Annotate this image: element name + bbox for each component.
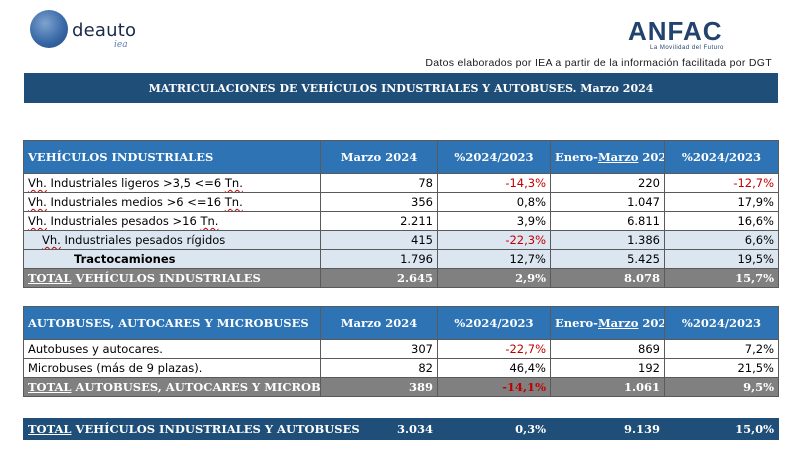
ytd-value: 6.811 [550,211,665,231]
pct-month-value: 3,9% [437,211,551,231]
total-row: TOTAL AUTOBUSES, AUTOCARES Y MICROBUSES … [23,377,779,397]
grand-total-month-value: 3.034 [320,418,438,440]
pct-month-header: %2024/2023 [437,306,551,340]
pct-month-header: %2024/2023 [437,140,551,174]
total-pct-ytd-value: 15,7% [664,268,779,288]
ytd-header: Enero-Marzo 2024 [550,306,665,340]
grand-total-table: TOTAL VEHÍCULOS INDUSTRIALES Y AUTOBUSES… [23,418,779,440]
section-header: VEHÍCULOS INDUSTRIALES [23,140,321,174]
buses-table: AUTOBUSES, AUTOCARES Y MICROBUSES Marzo … [23,306,779,397]
total-pct-month-value: 2,9% [437,268,551,288]
ytd-value: 869 [550,339,665,359]
grand-total-pct-ytd-value: 15,0% [664,418,779,440]
month-value: 415 [320,230,438,250]
table-row: Vh. Industriales ligeros >3,5 <=6 Tn. 78… [23,173,779,193]
ytd-value: 220 [550,173,665,193]
pct-ytd-value: 6,6% [664,230,779,250]
total-label: TOTAL VEHÍCULOS INDUSTRIALES [23,268,321,288]
row-label: Microbuses (más de 9 plazas). [23,358,321,378]
anfac-logo: ANFAC La Movilidad del Futuro [628,14,758,54]
month-value: 2.211 [320,211,438,231]
pct-ytd-value: -12,7% [664,173,779,193]
table-header-row: AUTOBUSES, AUTOCARES Y MICROBUSES Marzo … [23,306,779,340]
grand-total-pct-month-value: 0,3% [437,418,551,440]
month-value: 78 [320,173,438,193]
pct-ytd-value: 19,5% [664,249,779,269]
pct-month-value: -14,3% [437,173,551,193]
month-header: Marzo 2024 [320,140,438,174]
pct-ytd-header: %2024/2023 [664,306,779,340]
total-ytd-value: 8.078 [550,268,665,288]
source-note: Datos elaborados por IEA a partir de la … [425,57,772,69]
ideauto-logo-word: deauto [72,20,137,41]
report-title-banner: MATRICULACIONES DE VEHÍCULOS INDUSTRIALE… [24,73,778,103]
total-row: TOTAL VEHÍCULOS INDUSTRIALES 2.645 2,9% … [23,268,779,288]
total-month-value: 2.645 [320,268,438,288]
row-label: Autobuses y autocares. [23,339,321,359]
pct-ytd-header: %2024/2023 [664,140,779,174]
table-row: Vh. Industriales pesados >16 Tn. 2.211 3… [23,211,779,231]
table-row: Autobuses y autocares. 307 -22,7% 869 7,… [23,339,779,359]
report-title: MATRICULACIONES DE VEHÍCULOS INDUSTRIALE… [148,81,654,95]
pct-ytd-value: 16,6% [664,211,779,231]
section-header: AUTOBUSES, AUTOCARES Y MICROBUSES [23,306,321,340]
month-value: 1.796 [320,249,438,269]
table-row: Tractocamiones 1.796 12,7% 5.425 19,5% [23,249,779,269]
table-row: Vh. Industriales pesados rígidos 415 -22… [23,230,779,250]
total-pct-ytd-value: 9,5% [664,377,779,397]
ytd-value: 1.386 [550,230,665,250]
pct-ytd-value: 7,2% [664,339,779,359]
globe-icon [30,10,68,48]
row-label: Vh. Industriales pesados >16 Tn. [23,211,321,231]
ytd-value: 192 [550,358,665,378]
month-header: Marzo 2024 [320,306,438,340]
table-row: Vh. Industriales medios >6 <=16 Tn. 356 … [23,192,779,212]
grand-total-label: TOTAL VEHÍCULOS INDUSTRIALES Y AUTOBUSES [23,418,360,440]
pct-month-value: -22,7% [437,339,551,359]
month-value: 356 [320,192,438,212]
anfac-logo-tagline: La Movilidad del Futuro [650,45,724,51]
ideauto-logo: deauto iea [28,8,158,50]
pct-ytd-value: 21,5% [664,358,779,378]
row-label: Vh. Industriales pesados rígidos [23,230,321,250]
ideauto-logo-sub: iea [114,40,128,50]
pct-month-value: 0,8% [437,192,551,212]
pct-month-value: 12,7% [437,249,551,269]
row-label: Tractocamiones [23,249,321,269]
pct-ytd-value: 17,9% [664,192,779,212]
total-label: TOTAL AUTOBUSES, AUTOCARES Y MICROBUSES [23,377,321,397]
ytd-value: 1.047 [550,192,665,212]
month-value: 307 [320,339,438,359]
table-row: Microbuses (más de 9 plazas). 82 46,4% 1… [23,358,779,378]
table-header-row: VEHÍCULOS INDUSTRIALES Marzo 2024 %2024/… [23,140,779,174]
industrial-vehicles-table: VEHÍCULOS INDUSTRIALES Marzo 2024 %2024/… [23,140,779,288]
total-ytd-value: 1.061 [550,377,665,397]
ytd-header: Enero-Marzo 2024 [550,140,665,174]
total-month-value: 389 [320,377,438,397]
anfac-logo-word: ANFAC [628,16,723,46]
grand-total-row: TOTAL VEHÍCULOS INDUSTRIALES Y AUTOBUSES… [23,418,779,440]
row-label: Vh. Industriales medios >6 <=16 Tn. [23,192,321,212]
ytd-value: 5.425 [550,249,665,269]
row-label: Vh. Industriales ligeros >3,5 <=6 Tn. [23,173,321,193]
pct-month-value: -22,3% [437,230,551,250]
total-pct-month-value: -14,1% [437,377,551,397]
pct-month-value: 46,4% [437,358,551,378]
grand-total-ytd-value: 9.139 [550,418,665,440]
month-value: 82 [320,358,438,378]
